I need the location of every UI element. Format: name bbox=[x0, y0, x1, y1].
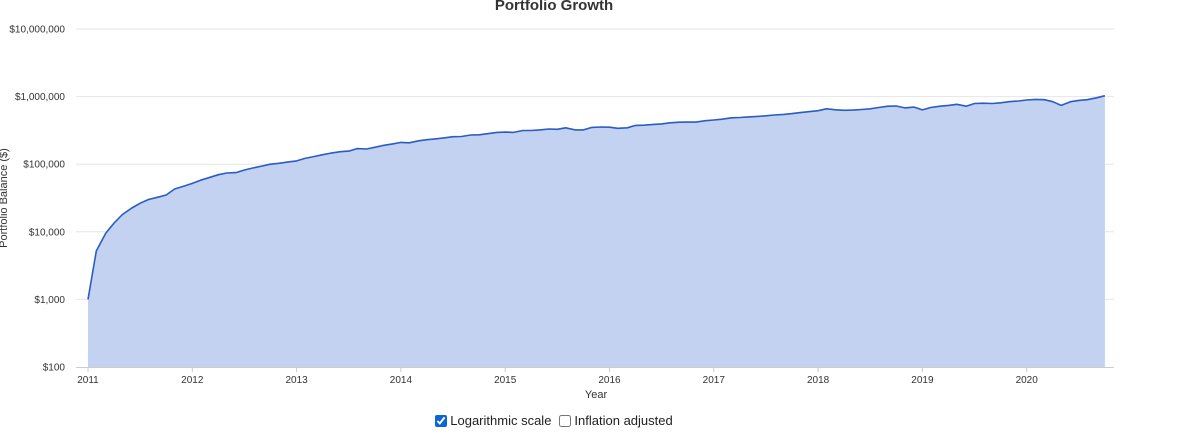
series-line bbox=[87, 94, 1106, 300]
x-tick-label: 2020 bbox=[1016, 375, 1039, 386]
x-tick-label: 2018 bbox=[807, 375, 830, 386]
x-tick-label: 2017 bbox=[703, 375, 726, 386]
x-tick-label: 2015 bbox=[494, 375, 517, 386]
y-tick-label: $10,000 bbox=[29, 227, 66, 238]
y-tick-label: $10,000,000 bbox=[9, 25, 65, 36]
x-axis: 2011 2012 2013 2014 2015 2016 2017 2018 2019 2020 bbox=[77, 367, 1038, 386]
x-tick-label: 2014 bbox=[390, 375, 413, 386]
log-scale-label: Logarithmic scale bbox=[450, 413, 552, 428]
chart-options: Logarithmic scale Inflation adjusted bbox=[0, 413, 1108, 428]
x-tick-label: 2016 bbox=[598, 375, 621, 386]
x-tick-label: 2013 bbox=[285, 375, 308, 386]
inflation-toggle[interactable]: Inflation adjusted bbox=[559, 413, 673, 428]
y-tick-label: $1,000,000 bbox=[15, 92, 65, 103]
x-axis-label: Year bbox=[585, 389, 608, 401]
inflation-adjusted-label: Inflation adjusted bbox=[574, 413, 673, 428]
y-tick-label: $1,000 bbox=[34, 295, 65, 306]
log-scale-toggle[interactable]: Logarithmic scale bbox=[435, 413, 551, 428]
chart-title: Portfolio Growth bbox=[495, 0, 613, 14]
y-axis-label: Portfolio Balance ($) bbox=[0, 148, 10, 248]
x-tick-label: 2019 bbox=[911, 375, 934, 386]
inflation-adjusted-checkbox[interactable] bbox=[559, 414, 572, 427]
log-scale-checkbox[interactable] bbox=[435, 414, 448, 427]
x-tick-label: 2012 bbox=[181, 375, 204, 386]
plot-area bbox=[87, 94, 1106, 367]
series-area-fill bbox=[88, 95, 1105, 367]
x-tick-label: 2011 bbox=[77, 375, 99, 386]
y-axis: $100 $1,000 $10,000 $100,000 $1,000,000 $10,0… bbox=[9, 25, 65, 374]
y-tick-label: $100,000 bbox=[23, 160, 65, 171]
portfolio-growth-chart: Portfolio Growth $100 $1,000 $10,000 $100,0… bbox=[0, 0, 1114, 401]
y-tick-label: $100 bbox=[43, 363, 66, 374]
